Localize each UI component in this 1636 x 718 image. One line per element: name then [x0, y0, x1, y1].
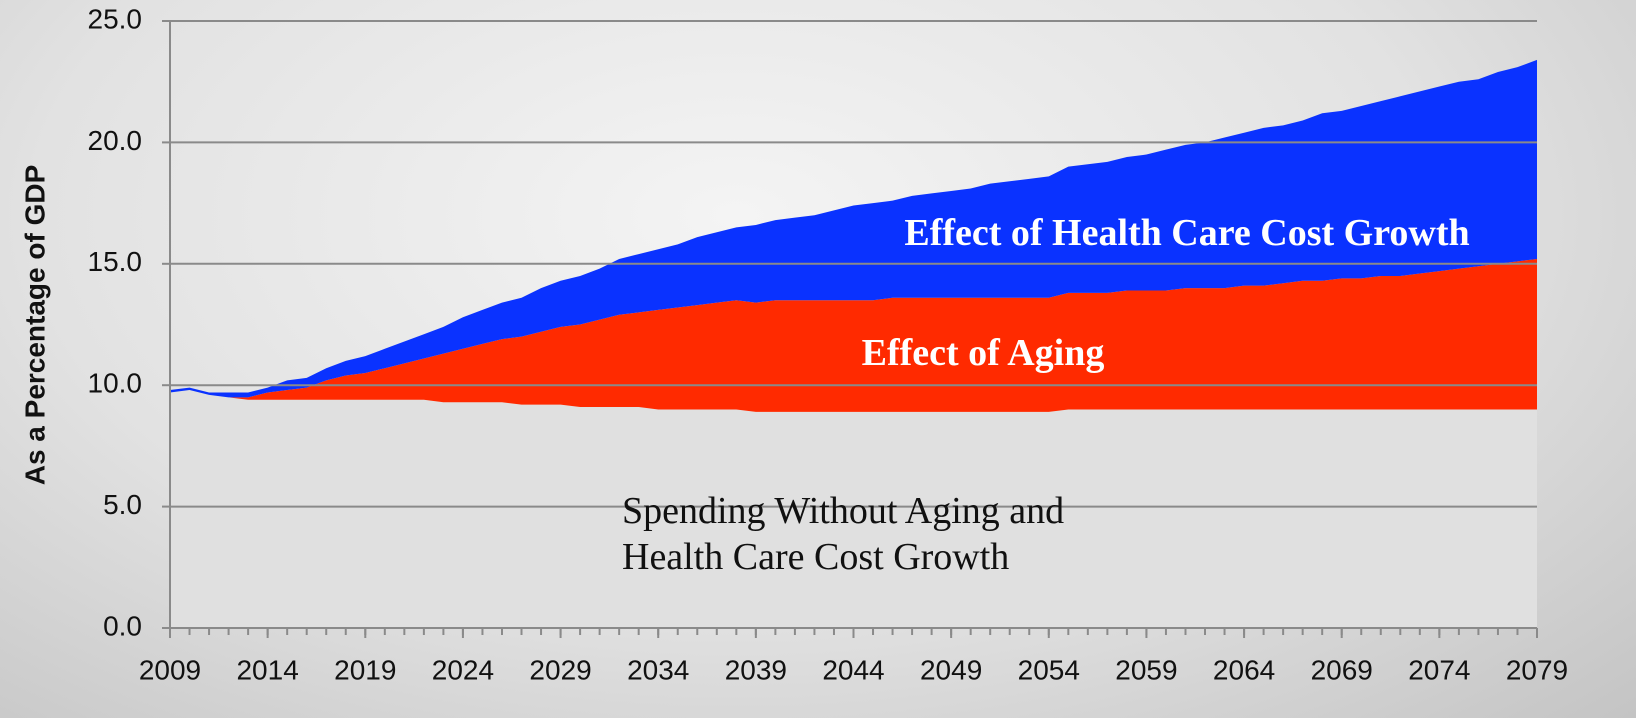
x-tick-label: 2079 — [1506, 654, 1568, 685]
series-label: Effect of Health Care Cost Growth — [904, 212, 1470, 254]
area — [170, 59, 1537, 398]
x-tick-label: 2039 — [725, 654, 787, 685]
y-tick-label: 5.0 — [103, 489, 142, 520]
y-tick-label: 0.0 — [103, 610, 142, 641]
area — [170, 258, 1537, 412]
x-tick-label: 2054 — [1018, 654, 1080, 685]
y-axis-title: As a Percentage of GDP — [19, 165, 50, 486]
x-tick-label: 2019 — [334, 654, 396, 685]
y-tick-label: 15.0 — [88, 246, 143, 277]
x-tick-label: 2064 — [1213, 654, 1275, 685]
series-label: Spending Without Aging and Health Care C… — [622, 490, 1065, 578]
area — [170, 390, 1537, 628]
x-tick-label: 2049 — [920, 654, 982, 685]
y-tick-label: 25.0 — [88, 3, 143, 34]
y-tick-label: 20.0 — [88, 125, 143, 156]
x-tick-label: 2014 — [236, 654, 298, 685]
x-tick-label: 2024 — [432, 654, 494, 685]
x-tick-label: 2044 — [822, 654, 884, 685]
x-tick-label: 2034 — [627, 654, 689, 685]
x-tick-label: 2029 — [529, 654, 591, 685]
x-tick-label: 2074 — [1408, 654, 1470, 685]
x-tick-label: 2059 — [1115, 654, 1177, 685]
x-tick-label: 2009 — [139, 654, 201, 685]
y-tick-label: 10.0 — [88, 368, 143, 399]
series-label: Effect of Aging — [861, 332, 1105, 374]
x-tick-label: 2069 — [1311, 654, 1373, 685]
